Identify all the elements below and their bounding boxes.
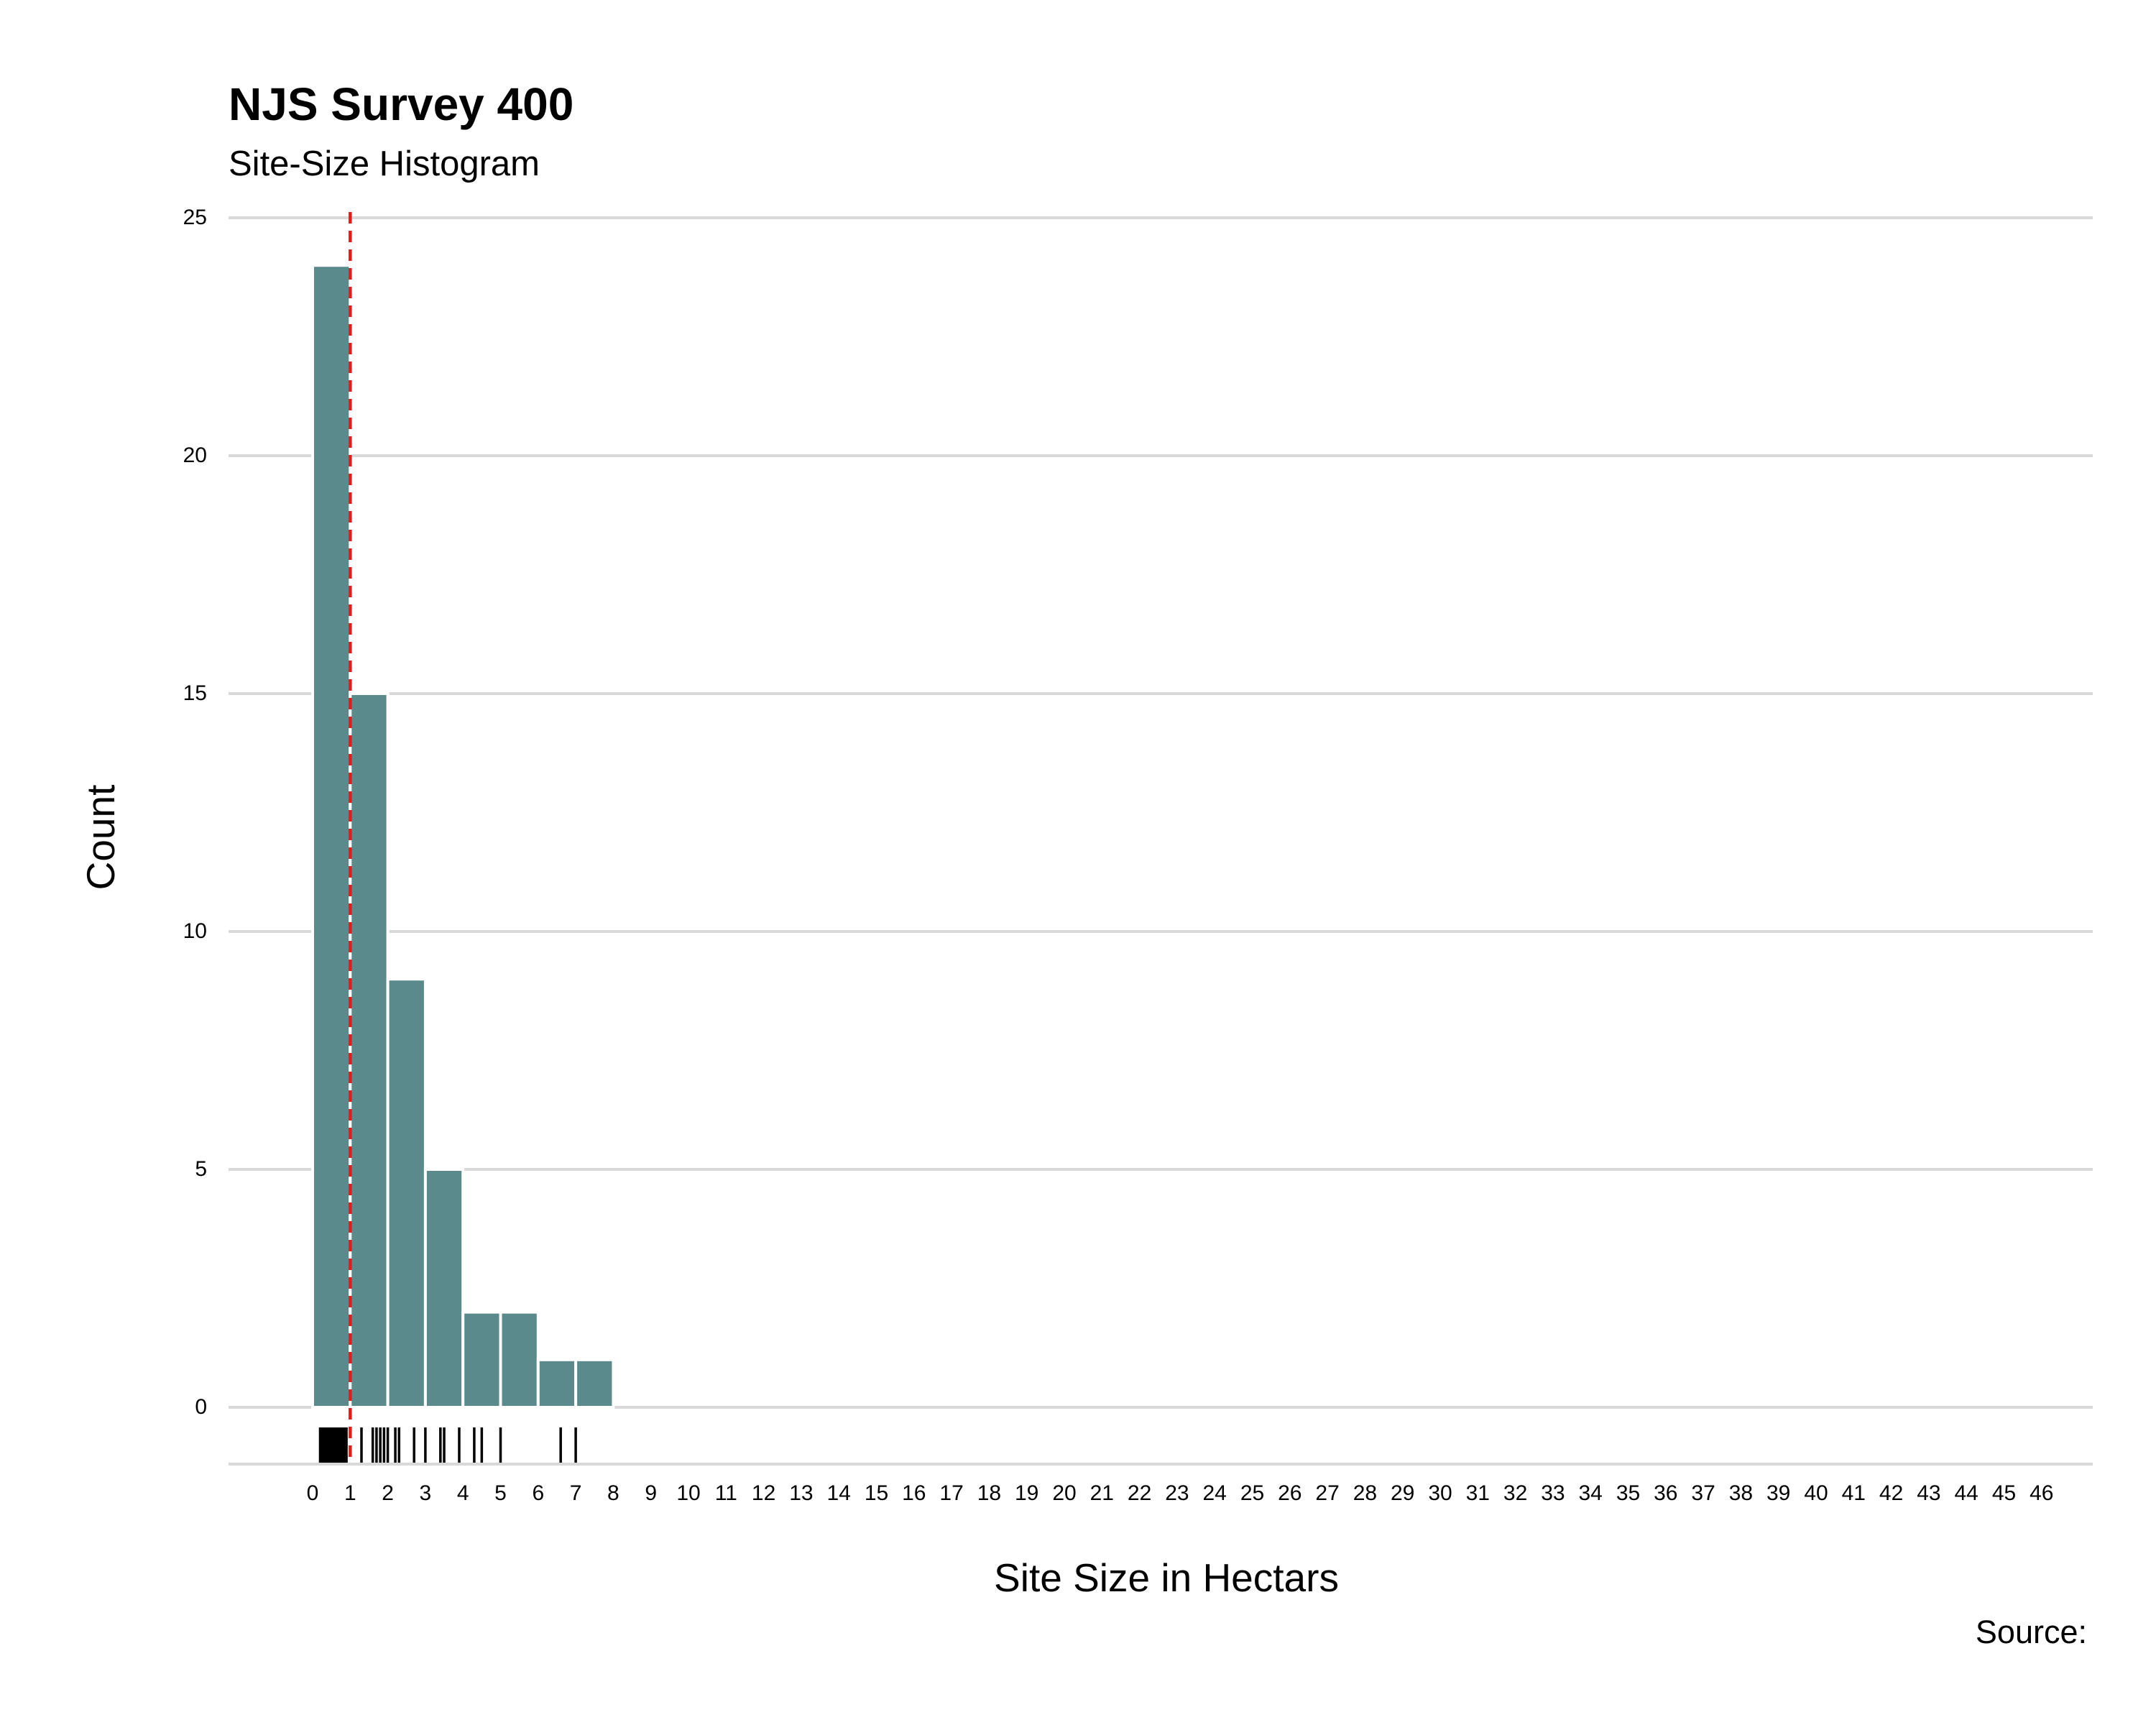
x-tick-label: 24 [1203,1481,1227,1505]
chart-caption: Source: [1975,1614,2087,1650]
x-tick-label: 21 [1090,1481,1114,1505]
x-tick-label: 29 [1391,1481,1414,1505]
x-axis-label: Site Size in Hectars [994,1555,1339,1600]
x-tick-label: 9 [645,1481,657,1505]
x-tick-label: 30 [1428,1481,1452,1505]
x-tick-label: 32 [1503,1481,1527,1505]
x-tick-label: 38 [1729,1481,1753,1505]
x-tick-label: 44 [1955,1481,1978,1505]
histogram-bar [423,1168,465,1409]
x-tick-label: 27 [1315,1481,1339,1505]
histogram-bar [311,264,352,1409]
x-tick-label: 20 [1052,1481,1076,1505]
x-tick-label: 13 [789,1481,813,1505]
y-tick-label: 5 [195,1157,207,1181]
x-tick-label: 46 [2030,1481,2053,1505]
x-tick-label: 2 [382,1481,394,1505]
x-tick-label: 43 [1917,1481,1940,1505]
x-tick-label: 4 [457,1481,469,1505]
x-tick-label: 3 [420,1481,432,1505]
histogram-bar [536,1358,578,1409]
x-tick-label: 37 [1691,1481,1715,1505]
x-tick-label: 33 [1541,1481,1565,1505]
x-tick-label: 40 [1804,1481,1828,1505]
x-tick-label: 45 [1992,1481,2016,1505]
x-tick-label: 31 [1466,1481,1490,1505]
x-tick-label: 19 [1015,1481,1038,1505]
x-tick-label: 35 [1616,1481,1640,1505]
y-tick-label: 20 [183,443,207,467]
chart-title: NJS Survey 400 [229,78,574,130]
x-tick-label: 14 [827,1481,851,1505]
x-tick-label: 1 [344,1481,356,1505]
x-tick-label: 0 [307,1481,319,1505]
y-tick-label: 15 [183,681,207,705]
histogram-bar [386,978,427,1409]
x-tick-label: 5 [494,1481,507,1505]
x-tick-label: 15 [865,1481,888,1505]
x-tick-label: 12 [752,1481,775,1505]
histogram-bar [499,1310,540,1409]
x-tick-label: 6 [532,1481,544,1505]
x-tick-label: 23 [1165,1481,1189,1505]
histogram-bar [349,692,390,1409]
x-tick-label: 36 [1654,1481,1677,1505]
histogram-bar [574,1358,615,1409]
histogram-bar [461,1310,502,1409]
x-tick-label: 25 [1240,1481,1264,1505]
x-tick-label: 10 [676,1481,700,1505]
y-tick-label: 0 [195,1395,207,1419]
x-tick-label: 7 [570,1481,582,1505]
x-tick-label: 41 [1842,1481,1866,1505]
x-tick-label: 17 [939,1481,963,1505]
x-tick-label: 8 [607,1481,619,1505]
y-tick-label: 25 [183,206,207,229]
x-tick-label: 34 [1579,1481,1603,1505]
x-tick-label: 18 [977,1481,1001,1505]
x-tick-label: 16 [902,1481,926,1505]
y-tick-label: 10 [183,919,207,943]
x-tick-label: 11 [715,1481,737,1505]
chart-subtitle: Site-Size Histogram [229,144,540,183]
x-tick-label: 26 [1278,1481,1302,1505]
x-tick-label: 28 [1353,1481,1377,1505]
x-tick-label: 42 [1879,1481,1903,1505]
x-tick-label: 22 [1128,1481,1151,1505]
x-tick-label: 39 [1766,1481,1790,1505]
